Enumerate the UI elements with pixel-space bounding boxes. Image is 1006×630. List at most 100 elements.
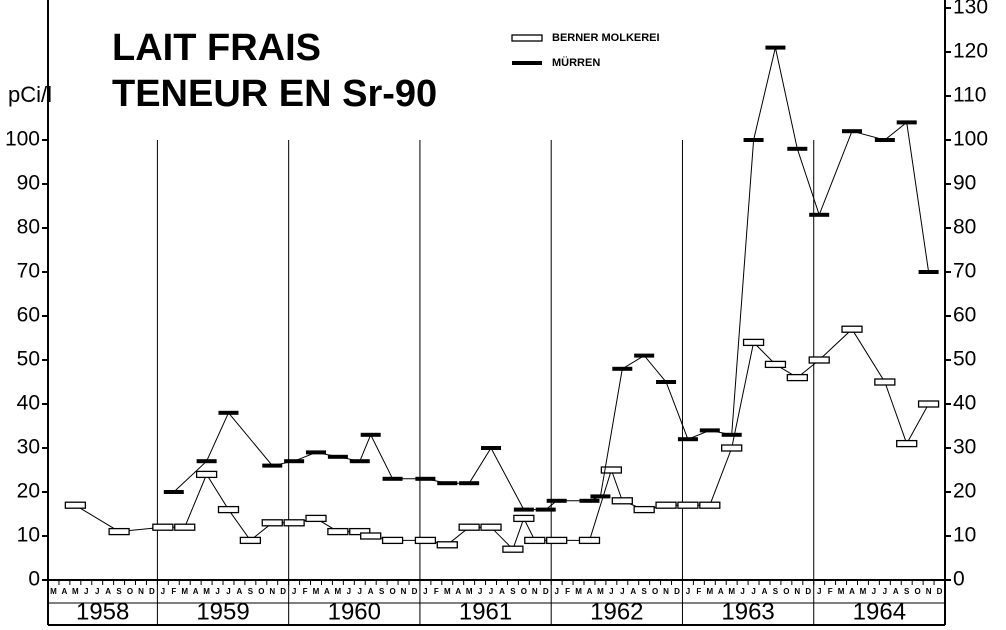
y-tick-label: 30 <box>17 436 40 459</box>
y2-tick-label: 0 <box>953 568 965 591</box>
data-marker <box>513 514 535 523</box>
month-label: S <box>642 587 648 596</box>
y2-tick-label: 70 <box>953 260 976 283</box>
data-marker <box>284 459 305 464</box>
month-label: A <box>499 587 505 596</box>
y-tick-label: 90 <box>17 172 40 195</box>
data-marker <box>743 138 764 142</box>
month-label: M <box>181 587 188 596</box>
month-label: M <box>838 587 845 596</box>
data-marker <box>306 450 327 455</box>
month-label: M <box>335 587 342 596</box>
series-line <box>75 328 930 551</box>
month-label: A <box>237 587 243 596</box>
month-label: F <box>696 587 701 596</box>
data-marker <box>262 463 283 468</box>
month-label: S <box>379 587 385 596</box>
data-marker <box>787 146 808 151</box>
year-label: 1964 <box>853 598 906 625</box>
data-marker <box>634 353 655 358</box>
data-marker <box>874 378 896 386</box>
data-marker <box>655 501 677 509</box>
month-label: J <box>872 587 876 596</box>
data-marker <box>633 505 655 514</box>
data-marker <box>535 507 556 512</box>
y-tick-label: 80 <box>17 216 40 239</box>
month-label: J <box>423 587 427 596</box>
data-marker <box>699 501 721 509</box>
month-label: J <box>215 587 219 596</box>
data-marker <box>349 459 370 464</box>
month-label: M <box>203 587 210 596</box>
legend-marker <box>511 34 543 42</box>
y-tick-label: 20 <box>17 480 40 503</box>
data-marker <box>458 523 480 531</box>
y2-tick-label: 40 <box>953 392 976 415</box>
data-marker <box>349 527 371 536</box>
month-label: N <box>794 587 800 596</box>
year-label: 1958 <box>76 598 129 625</box>
month-label: N <box>269 587 275 596</box>
data-marker <box>786 373 808 382</box>
data-marker <box>414 536 437 545</box>
month-label: M <box>72 587 79 596</box>
data-marker <box>239 536 262 545</box>
data-marker <box>677 437 698 442</box>
month-label: A <box>762 587 768 596</box>
data-marker <box>360 532 382 540</box>
month-label: M <box>728 587 735 596</box>
month-label: J <box>554 587 558 596</box>
month-label: M <box>860 587 867 596</box>
data-marker <box>437 481 458 486</box>
month-label: J <box>347 587 351 596</box>
month-label: D <box>280 587 286 596</box>
month-label: N <box>663 587 669 596</box>
data-marker <box>327 454 348 459</box>
data-marker <box>611 497 633 505</box>
month-label: A <box>105 587 111 596</box>
y2-tick-label: 20 <box>953 480 976 503</box>
legend-label: MÜRREN <box>552 56 600 69</box>
data-marker <box>721 432 742 437</box>
month-label: M <box>706 587 713 596</box>
month-label: J <box>358 587 362 596</box>
y2-tick-label: 110 <box>953 84 986 107</box>
month-label: N <box>926 587 932 596</box>
month-label: A <box>455 587 461 596</box>
y2-tick-label: 30 <box>953 436 976 459</box>
month-label: F <box>171 587 176 596</box>
data-marker <box>590 494 611 499</box>
data-marker <box>381 536 404 545</box>
data-marker <box>579 498 600 503</box>
data-marker <box>481 446 502 450</box>
month-label: J <box>292 587 296 596</box>
month-label: D <box>674 587 680 596</box>
data-marker <box>656 380 677 384</box>
data-marker <box>578 536 601 545</box>
month-label: O <box>389 587 395 596</box>
data-marker <box>612 366 633 371</box>
data-marker <box>305 514 327 523</box>
data-marker <box>896 439 918 448</box>
month-label: D <box>412 587 418 596</box>
month-label: A <box>849 587 855 596</box>
data-marker <box>808 356 830 364</box>
chart-subtitle: TENEUR EN Sr-90 <box>112 73 437 115</box>
month-label: J <box>883 587 887 596</box>
y-tick-label: 70 <box>17 260 40 283</box>
month-label: M <box>444 587 451 596</box>
month-label: D <box>937 587 943 596</box>
data-marker <box>918 270 939 274</box>
y-tick-label: 40 <box>17 392 40 415</box>
month-label: M <box>50 587 57 596</box>
month-label: O <box>258 587 264 596</box>
month-label: S <box>116 587 122 596</box>
y2-tick-label: 50 <box>953 348 976 371</box>
data-marker <box>524 536 546 545</box>
y-tick-label: 50 <box>17 348 40 371</box>
data-marker <box>480 523 502 531</box>
month-label: D <box>543 587 549 596</box>
month-label: J <box>609 587 613 596</box>
data-marker <box>283 519 305 527</box>
month-label: J <box>226 587 230 596</box>
